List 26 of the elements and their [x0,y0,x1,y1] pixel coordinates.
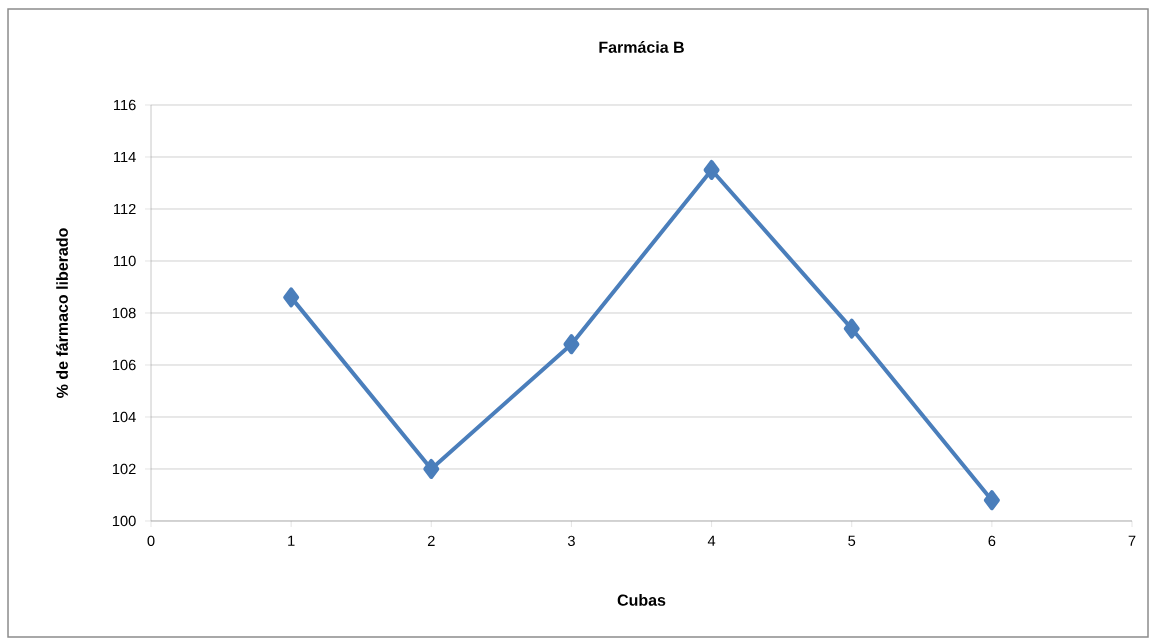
x-tick-label: 7 [1128,535,1136,546]
x-tick-label: 5 [848,535,856,546]
point [423,458,440,479]
x-tick-label: 0 [147,535,155,547]
point [703,159,720,180]
y-tick-label: 106 [112,359,136,371]
point [843,318,860,339]
y-tick-label: 104 [112,411,136,423]
y-tick-label: 116 [114,99,136,111]
chart-title: Farmácia B [599,41,684,53]
x-tick-label: 2 [427,535,435,546]
x-tick-label: 4 [707,535,716,546]
y-axis-title: % de fármaco liberado [56,228,68,398]
y-tick-label: 102 [112,463,136,475]
point [563,334,580,355]
y-tick-label: 108 [112,307,136,319]
x-axis-title: Cubas [617,594,666,606]
x-tick-label: 1 [288,535,295,546]
point [283,287,300,308]
y-tick-label: 114 [114,151,136,163]
point [983,490,1000,511]
y-tick-label: 100 [112,515,136,527]
x-tick-label: 6 [988,535,996,547]
y-tick-label: 110 [114,255,136,267]
y-tick-label: 112 [114,203,136,215]
x-tick-label: 3 [567,535,575,547]
